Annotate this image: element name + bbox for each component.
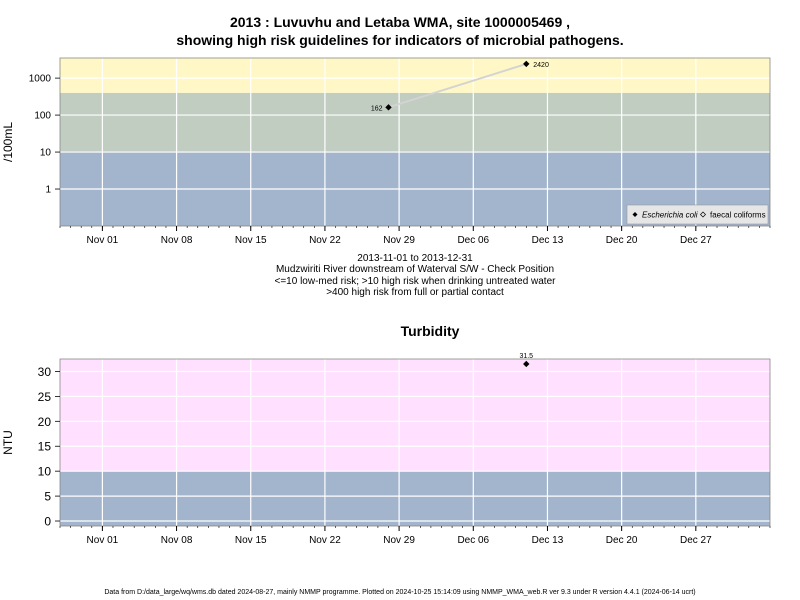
legend-label-0: Escherichia coli xyxy=(642,211,698,220)
x-tick-label-8: Dec 27 xyxy=(680,535,712,546)
x-tick-label-4: Nov 29 xyxy=(383,535,415,546)
plot-frame xyxy=(59,358,771,527)
y-tick-label-0: 0 xyxy=(44,515,51,529)
legend-marker-0 xyxy=(632,212,638,217)
y-tick-label-5: 25 xyxy=(38,390,52,404)
x-tick-label-4: Nov 29 xyxy=(383,235,415,246)
risk-band-1 xyxy=(60,92,770,153)
y-tick-label-6: 30 xyxy=(38,365,52,379)
x-tick-label-6: Dec 13 xyxy=(532,535,564,546)
x-tick-label-0: Nov 01 xyxy=(87,535,119,546)
x-tick-label-1: Nov 08 xyxy=(161,235,193,246)
data-point-0 xyxy=(523,360,530,368)
risk-band-0 xyxy=(60,471,770,526)
guideline-text-2: >400 high risk from full or partial cont… xyxy=(326,287,504,298)
plot-frame xyxy=(59,57,771,227)
x-tick-label-0: Nov 01 xyxy=(87,235,119,246)
y-tick-label-4: 20 xyxy=(38,415,52,429)
turbidity-title: Turbidity xyxy=(400,323,460,339)
legend-marker-1 xyxy=(700,211,706,218)
x-tick-label-8: Dec 27 xyxy=(680,235,712,246)
legend-label-1: faecal coliforms xyxy=(710,211,766,220)
legend-box xyxy=(626,204,769,225)
y-tick-label-2: 100 xyxy=(34,111,51,122)
risk-band-2 xyxy=(60,58,770,93)
data-label-0: 162 xyxy=(371,105,383,112)
x-tick-label-2: Nov 15 xyxy=(235,535,267,546)
x-tick-label-7: Dec 20 xyxy=(606,535,638,546)
y-tick-label-1: 10 xyxy=(40,148,52,159)
y-axis-label: /100mL xyxy=(1,122,15,162)
chart-title-line2: showing high risk guidelines for indicat… xyxy=(176,32,624,48)
y-tick-label-1: 5 xyxy=(44,490,51,504)
x-tick-label-7: Dec 20 xyxy=(606,235,638,246)
x-tick-label-5: Dec 06 xyxy=(457,535,489,546)
y-tick-label-0: 1 xyxy=(45,185,51,196)
y-axis-label: NTU xyxy=(1,430,15,455)
footer-note: Data from D:/data_large/wq/wms.db dated … xyxy=(104,589,696,596)
x-tick-label-2: Nov 15 xyxy=(235,235,267,246)
site-description-text: Mudzwiriti River downstream of Waterval … xyxy=(275,264,555,275)
data-point-0 xyxy=(385,104,392,111)
x-tick-label-5: Dec 06 xyxy=(457,235,489,246)
x-tick-label-3: Nov 22 xyxy=(309,235,341,246)
y-tick-label-3: 1000 xyxy=(29,74,52,85)
x-tick-label-1: Nov 08 xyxy=(161,535,193,546)
series-line xyxy=(388,62,527,109)
data-label-1: 2420 xyxy=(533,62,549,69)
microbial-plot: 1 10 100 1000/100mL Nov 01 Nov 08 Nov 15 Nov 22… xyxy=(1,57,771,246)
risk-band-1 xyxy=(60,359,770,472)
guideline-text-1: <=10 low-med risk; >10 high risk when dr… xyxy=(274,276,556,287)
y-tick-label-3: 15 xyxy=(38,440,52,454)
turbidity-plot: 0 5 10 15 20 25 30 NTU Nov 01 Nov 08 Nov 15 Nov 22 N… xyxy=(1,353,771,546)
data-label-0: 31.5 xyxy=(519,353,533,360)
date-range-text: 2013-11-01 to 2013-12-31 xyxy=(357,253,473,264)
x-tick-label-6: Dec 13 xyxy=(532,235,564,246)
chart-title-line1: 2013 : Luvuvhu and Letaba WMA, site 1000… xyxy=(229,14,571,30)
y-tick-label-2: 10 xyxy=(38,465,52,479)
data-point-1 xyxy=(523,60,530,68)
x-tick-label-3: Nov 22 xyxy=(309,535,341,546)
